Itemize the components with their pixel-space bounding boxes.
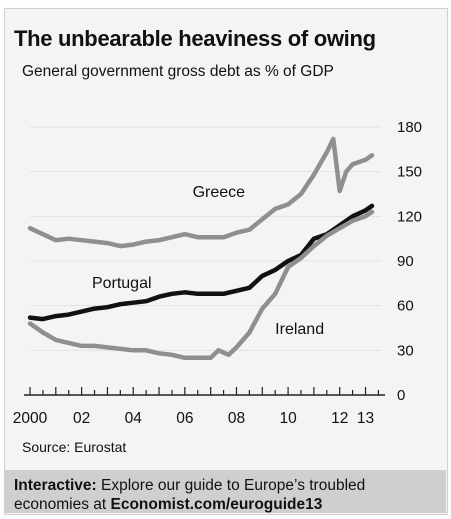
x-tick-label-02: 02 [73, 410, 90, 427]
y-tick-label-30: 30 [397, 342, 414, 359]
series-label-ireland: Ireland [275, 321, 324, 338]
x-tick-label-06: 06 [176, 410, 193, 427]
series-label-greece: Greece [193, 184, 246, 201]
series-line-portugal [27, 203, 375, 322]
y-tick-label-0: 0 [397, 387, 405, 404]
footer-lead: Interactive: [14, 477, 97, 494]
interactive-footer [4, 470, 446, 513]
footer-text-body: Explore our guide to Europe’s troubled e… [14, 477, 366, 513]
chart-subtitle: General government gross debt as % of GD… [22, 63, 334, 80]
x-tick-label-04: 04 [125, 410, 143, 427]
y-tick-label-120: 120 [397, 208, 422, 225]
chart-title: The unbearable heaviness of owing [14, 26, 376, 51]
source-note: Source: Eurostat [22, 439, 127, 455]
y-tick-label-60: 60 [397, 298, 414, 315]
footer-link[interactable]: Economist.com/euroguide13 [110, 496, 323, 513]
x-tick-label-2000: 2000 [13, 410, 48, 427]
series-label-portugal: Portugal [92, 275, 152, 292]
y-tick-label-180: 180 [397, 119, 422, 136]
x-tick-label-12: 12 [331, 410, 348, 427]
x-tick-label-13: 13 [357, 410, 374, 427]
footer-text: Interactive: Explore our guide to Europe… [14, 476, 439, 514]
y-tick-label-150: 150 [397, 164, 422, 181]
series-line-ireland [27, 209, 375, 361]
y-tick-label-90: 90 [397, 253, 414, 270]
series-line-greece [27, 136, 375, 249]
x-tick-label-08: 08 [228, 410, 245, 427]
x-tick-label-10: 10 [279, 410, 297, 427]
